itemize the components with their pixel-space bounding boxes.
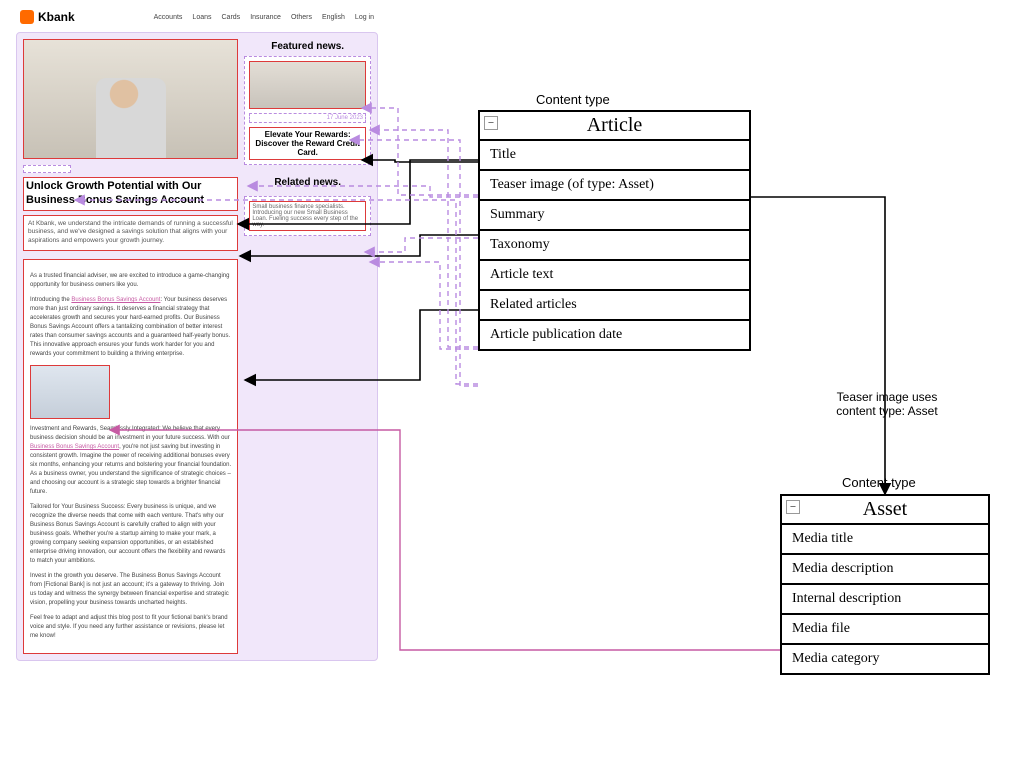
- nav-item[interactable]: Cards: [222, 14, 241, 21]
- nav-item[interactable]: Insurance: [250, 14, 281, 21]
- ct-field-article-text: Article text: [478, 261, 751, 291]
- article-body: As a trusted financial adviser, we are e…: [23, 259, 238, 654]
- ct-title: − Article: [478, 110, 751, 141]
- ct-field-related: Related articles: [478, 291, 751, 321]
- ct-field-taxonomy: Taxonomy: [478, 231, 751, 261]
- hero-teaser-image: [23, 39, 238, 159]
- body-paragraph: As a trusted financial adviser, we are e…: [30, 272, 231, 290]
- collapse-icon[interactable]: −: [484, 116, 498, 130]
- article-content-type: − Article Title Teaser image (of type: A…: [478, 110, 751, 351]
- nav-item[interactable]: English: [322, 14, 345, 21]
- nav-login[interactable]: Log in: [355, 14, 374, 21]
- brand-logo: Kbank: [20, 10, 75, 24]
- featured-card: 17 June 2023 Elevate Your Rewards: Disco…: [244, 56, 371, 165]
- inline-link[interactable]: Business Bonus Savings Account: [71, 297, 160, 303]
- body-paragraph: Investment and Rewards, Seamlessly Integ…: [30, 425, 231, 497]
- ct-field-title: Title: [478, 141, 751, 171]
- body-paragraph: Invest in the growth you deserve. The Bu…: [30, 572, 231, 608]
- featured-title: Elevate Your Rewards: Discover the Rewar…: [249, 127, 366, 160]
- featured-thumb: [249, 61, 366, 109]
- related-text: Small business finance specialists. Intr…: [249, 201, 366, 231]
- nav-item[interactable]: Others: [291, 14, 312, 21]
- content-type-label: Content type: [536, 92, 610, 107]
- ct-field-media-desc: Media description: [780, 555, 990, 585]
- article-title: Unlock Growth Potential with Our Busines…: [23, 177, 238, 211]
- related-heading: Related news.: [244, 177, 371, 188]
- page-content: Unlock Growth Potential with Our Busines…: [16, 32, 378, 661]
- body-paragraph: Feel free to adapt and adjust this blog …: [30, 614, 231, 641]
- ct-field-summary: Summary: [478, 201, 751, 231]
- ct-field-internal-desc: Internal description: [780, 585, 990, 615]
- ct-field-media-file: Media file: [780, 615, 990, 645]
- ct-field-media-category: Media category: [780, 645, 990, 675]
- body-paragraph: Introducing the Business Bonus Savings A…: [30, 296, 231, 359]
- logo-mark-icon: [20, 10, 34, 24]
- side-column: Featured news. 17 June 2023 Elevate Your…: [244, 39, 371, 654]
- nav-item[interactable]: Loans: [192, 14, 211, 21]
- publication-date-chip: [23, 165, 71, 173]
- brand-name: Kbank: [38, 10, 75, 24]
- inline-link[interactable]: Business Bonus Savings Account: [30, 444, 119, 450]
- featured-heading: Featured news.: [244, 41, 371, 52]
- article-summary: At Kbank, we understand the intricate de…: [23, 215, 238, 251]
- ct-field-pub-date: Article publication date: [478, 321, 751, 351]
- nav-item[interactable]: Accounts: [154, 14, 183, 21]
- featured-date: 17 June 2023: [249, 113, 366, 123]
- asset-content-type: − Asset Media title Media description In…: [780, 494, 990, 675]
- collapse-icon[interactable]: −: [786, 500, 800, 514]
- content-type-label: Content type: [842, 475, 916, 490]
- teaser-annotation: Teaser image uses content type: Asset: [802, 390, 972, 418]
- related-card: Small business finance specialists. Intr…: [244, 196, 371, 236]
- top-nav: Kbank Accounts Loans Cards Insurance Oth…: [16, 8, 378, 32]
- inline-body-image: [30, 365, 110, 419]
- website-mockup: Kbank Accounts Loans Cards Insurance Oth…: [12, 4, 382, 669]
- main-column: Unlock Growth Potential with Our Busines…: [23, 39, 238, 654]
- ct-field-media-title: Media title: [780, 525, 990, 555]
- ct-title: − Asset: [780, 494, 990, 525]
- body-paragraph: Tailored for Your Business Success: Ever…: [30, 503, 231, 566]
- ct-field-teaser-image: Teaser image (of type: Asset): [478, 171, 751, 201]
